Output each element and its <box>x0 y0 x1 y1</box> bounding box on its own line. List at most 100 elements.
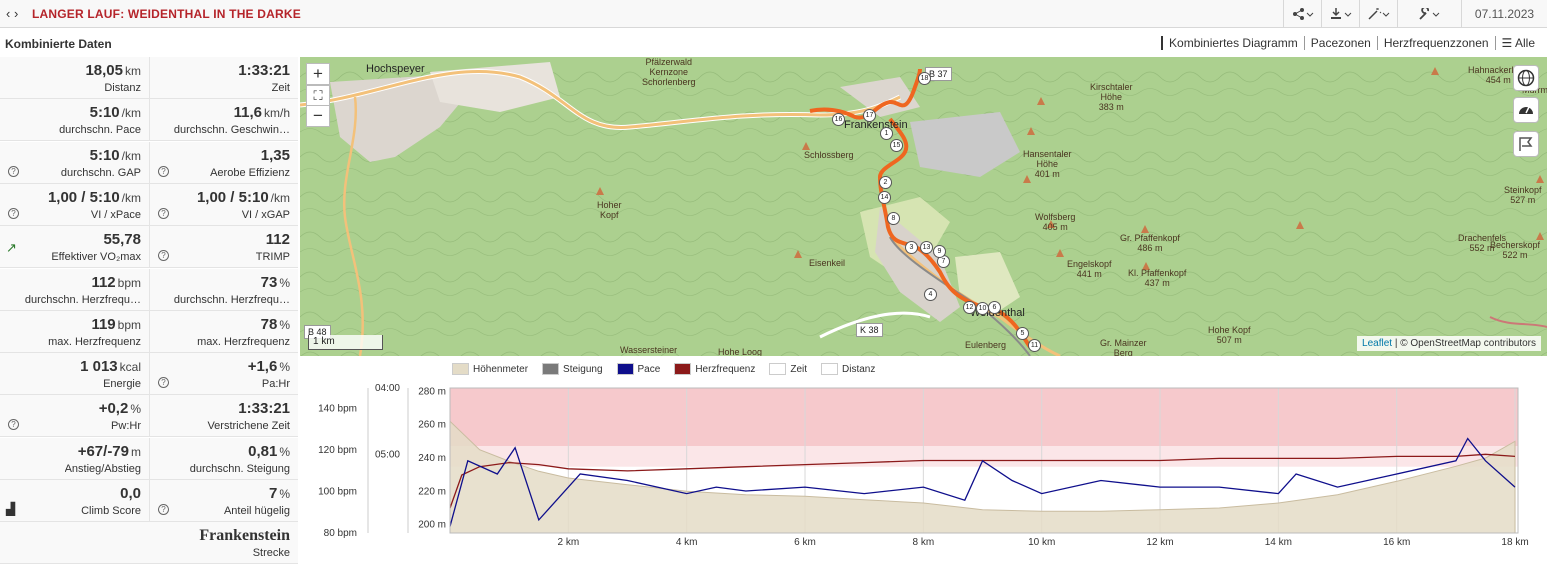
km-marker[interactable]: 13 <box>920 241 933 254</box>
map-label: Hahnackerkopf 454 m <box>1468 65 1529 85</box>
stat-number: 78 <box>260 315 278 333</box>
stat-value: +67/-79 m <box>78 443 141 460</box>
legend-label: Steigung <box>563 363 603 375</box>
stat-value: 11,6 km/h <box>234 104 290 121</box>
stat-number: 1,35 <box>260 146 290 164</box>
legend-swatch <box>674 363 692 375</box>
area-button[interactable] <box>1513 131 1539 157</box>
leaflet-link[interactable]: Leaflet <box>1362 338 1393 349</box>
stat-number: 1 013 <box>80 358 118 376</box>
help-icon[interactable]: ? <box>8 165 19 177</box>
stat-value: 5:10/km <box>90 147 141 164</box>
stat-value: 1,35 <box>261 147 290 164</box>
stat-label: Aerobe Effizienz <box>210 166 290 179</box>
stat-number: 1:33:21 <box>238 400 290 418</box>
map-label: K 38 <box>856 323 883 337</box>
km-marker[interactable]: 11 <box>1028 339 1041 352</box>
help-icon[interactable]: ? <box>158 377 169 389</box>
tab-pace-zones[interactable]: Pacezonen <box>1303 36 1377 50</box>
km-marker[interactable]: 12 <box>963 301 976 314</box>
stat-unit: kcal <box>119 360 141 375</box>
stat-label: Verstrichene Zeit <box>207 420 290 433</box>
km-marker[interactable]: 3 <box>905 241 918 254</box>
x-tick-label: 8 km <box>913 537 935 548</box>
help-icon[interactable]: ? <box>158 207 169 219</box>
tab-hr-zones[interactable]: Herzfrequenzzonen <box>1376 36 1495 50</box>
legend-item[interactable]: Distanz <box>821 363 875 375</box>
legend-item[interactable]: Herzfrequenz <box>674 363 755 375</box>
x-tick-label: 2 km <box>558 537 580 548</box>
stat-5-1: 73% durchschn. Herzfrequ… <box>149 268 298 311</box>
back-icon[interactable]: ‹ › <box>6 6 19 21</box>
globe-icon <box>1517 69 1535 87</box>
stat-1-0: 5:10/km durchschn. Pace <box>0 99 149 142</box>
tab-all[interactable]: ☰ Alle <box>1494 36 1541 50</box>
stat-2-1: ? 1,35 Aerobe Effizienz <box>149 141 298 184</box>
help-icon[interactable]: ? <box>158 250 169 262</box>
stat-unit: m <box>131 444 141 459</box>
stat-label: durchschn. Steigung <box>189 462 290 475</box>
help-icon[interactable]: ? <box>158 504 169 515</box>
magic-wand-button[interactable] <box>1359 0 1397 27</box>
route-name[interactable]: Frankenstein <box>199 527 290 545</box>
km-marker[interactable]: 1 <box>880 127 893 140</box>
zoom-in-button[interactable]: + <box>306 63 330 85</box>
stat-label: Anstieg/Abstieg <box>64 462 141 475</box>
stat-value: 0,0 <box>120 485 141 502</box>
share-button[interactable] <box>1283 0 1321 27</box>
series-elevation <box>449 420 1516 534</box>
hr-tick-label: 80 bpm <box>324 528 357 539</box>
map-label: Kirschtaler Höhe 383 m <box>1090 82 1133 112</box>
tools-button[interactable] <box>1397 0 1459 27</box>
km-marker[interactable]: 4 <box>924 288 937 301</box>
help-icon[interactable]: ? <box>158 165 169 177</box>
km-marker[interactable]: 17 <box>863 109 876 122</box>
legend-swatch <box>542 363 560 375</box>
help-icon[interactable]: ? <box>8 419 19 431</box>
stat-label: Pa:Hr <box>261 378 290 391</box>
km-marker[interactable]: 14 <box>878 191 891 204</box>
km-marker[interactable]: 15 <box>890 139 903 152</box>
map-label: Wolfsberg 405 m <box>1035 212 1076 232</box>
stat-value: 7% <box>269 485 290 502</box>
stat-unit: km <box>125 64 141 78</box>
legend-item[interactable]: Zeit <box>769 363 807 375</box>
km-marker[interactable]: 6 <box>988 301 1001 314</box>
legend-item[interactable]: Pace <box>616 363 660 375</box>
km-marker[interactable]: 10 <box>976 302 989 315</box>
speed-button[interactable] <box>1513 97 1539 123</box>
map-town-label: Frankenstein <box>844 119 908 131</box>
legend-item[interactable]: Höhenmeter <box>452 363 528 375</box>
km-marker[interactable]: 16 <box>832 113 845 126</box>
stat-8-0: ? +0,2% Pw:Hr <box>0 395 149 438</box>
stat-10-1: ? 7% Anteil hügelig <box>149 480 298 522</box>
stat-unit: % <box>130 402 141 417</box>
stat-7-0: 1 013 kcal Energie <box>0 353 149 396</box>
hr-tick-label: 120 bpm <box>318 445 357 456</box>
stat-unit: /km <box>270 190 290 205</box>
activity-date: 07.11.2023 <box>1461 0 1547 27</box>
legend-item[interactable]: Steigung <box>542 363 603 375</box>
help-icon[interactable]: ? <box>8 207 19 219</box>
bar-chart-icon: ▟ <box>6 502 16 516</box>
km-marker[interactable]: 9 <box>933 245 946 258</box>
km-marker[interactable]: 18 <box>918 72 931 85</box>
tab-all-label: Alle <box>1514 36 1535 50</box>
tab-combined-chart[interactable]: Kombiniertes Diagramm <box>1161 36 1304 50</box>
download-button[interactable] <box>1321 0 1359 27</box>
x-tick-label: 12 km <box>1146 537 1173 548</box>
osm-attribution: | © OpenStreetMap contributors <box>1392 338 1536 349</box>
chart-svg: 2 km 4 km 6 km 8 km 10 km 12 km 14 km 16 km 18 k… <box>318 383 1529 548</box>
stat-number: +1,6 <box>247 358 278 376</box>
combined-chart[interactable]: 2 km 4 km 6 km 8 km 10 km 12 km 14 km 16 km 18 k… <box>300 378 1547 553</box>
stat-label: Pw:Hr <box>111 420 141 433</box>
stat-label: max. Herzfrequenz <box>48 335 141 348</box>
km-marker[interactable]: 8 <box>887 212 900 225</box>
globe-button[interactable] <box>1513 65 1539 91</box>
km-marker[interactable]: 2 <box>879 176 892 189</box>
zoom-out-button[interactable]: − <box>306 105 330 127</box>
route-map[interactable]: Hahnackerkopf 454 m Kirschtaler Höhe 383 m Ha… <box>300 57 1547 356</box>
stat-4-0: ↗ 55,78 Effektiver VO₂max <box>0 226 149 269</box>
fullscreen-button[interactable]: ⛶ <box>306 85 330 107</box>
km-marker[interactable]: 5 <box>1016 327 1029 340</box>
